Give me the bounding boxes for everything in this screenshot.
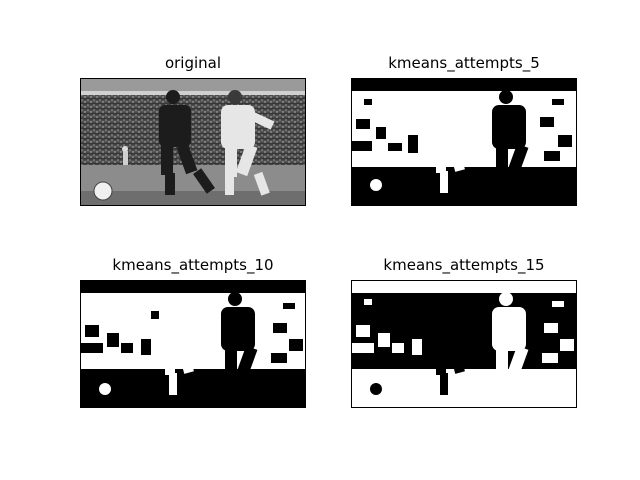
panel-title: kmeans_attempts_5 bbox=[388, 54, 540, 72]
kmeans-10-image bbox=[80, 280, 306, 408]
original-image bbox=[80, 78, 306, 206]
panel-title: kmeans_attempts_15 bbox=[383, 256, 545, 274]
panel-title: kmeans_attempts_10 bbox=[112, 256, 274, 274]
panel-title: original bbox=[164, 54, 222, 72]
kmeans-5-image bbox=[351, 78, 577, 206]
kmeans-15-image bbox=[351, 280, 577, 408]
